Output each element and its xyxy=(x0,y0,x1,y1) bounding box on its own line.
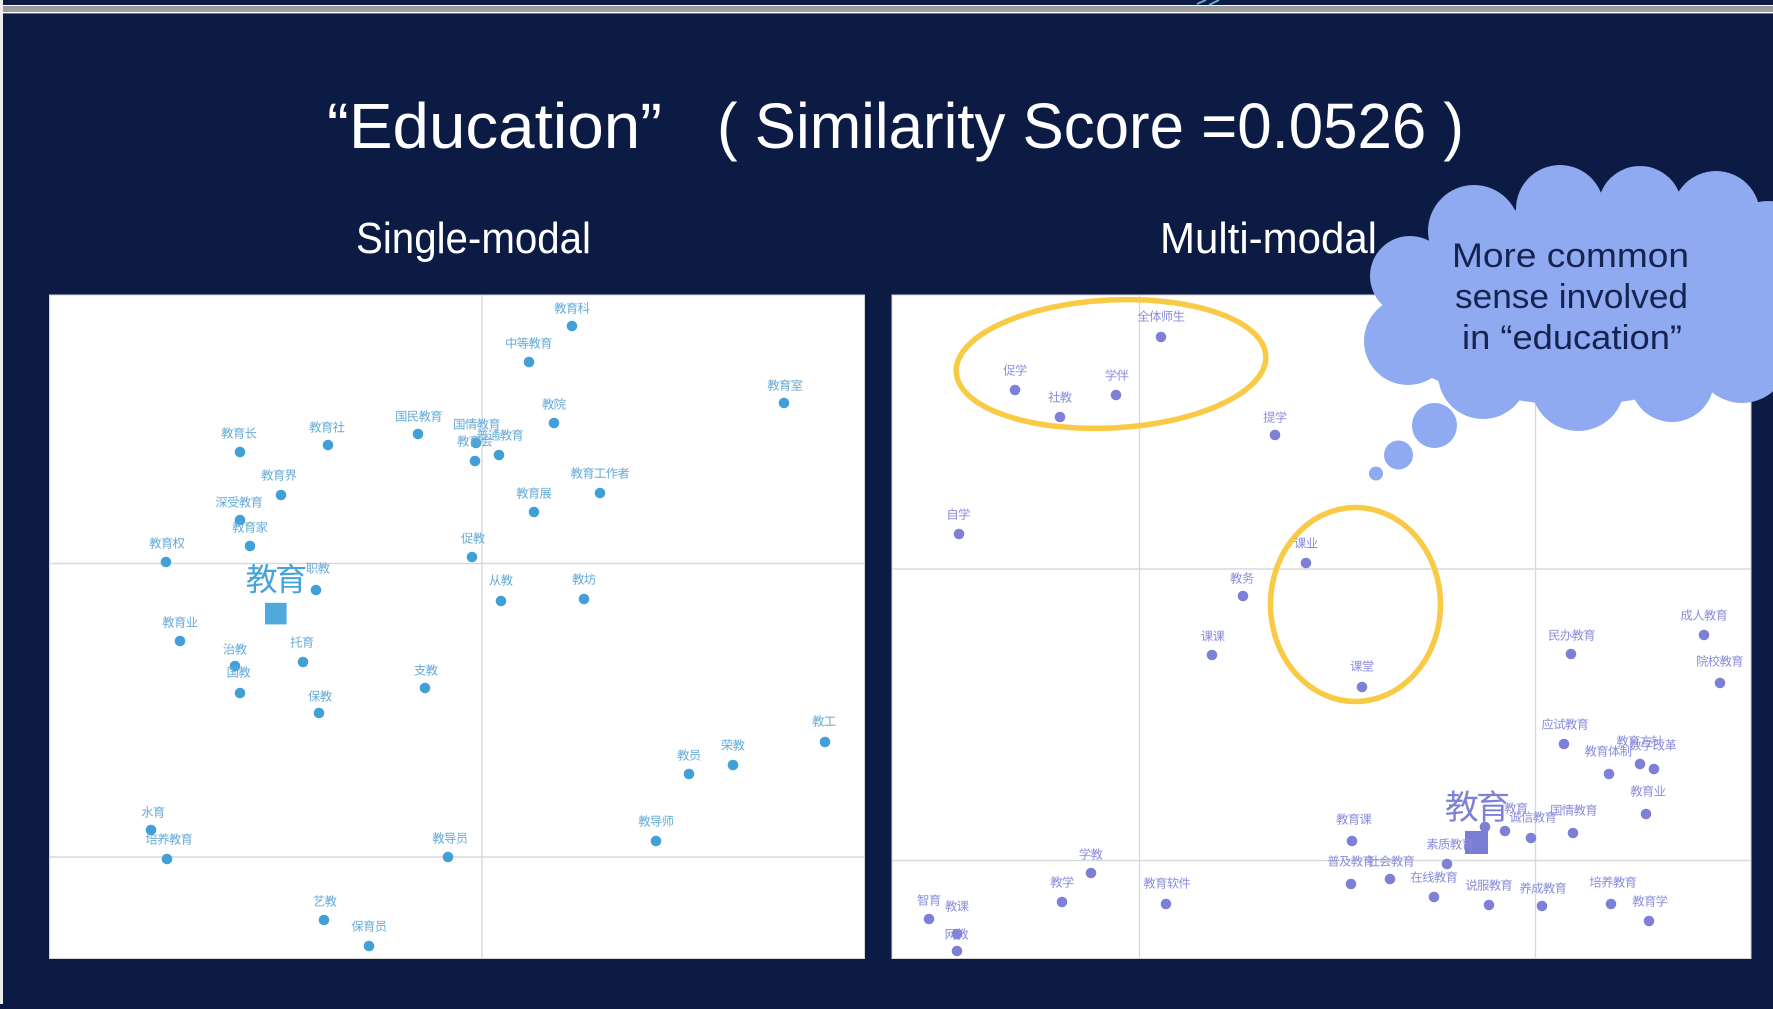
svg-text:sense involved: sense involved xyxy=(1455,278,1688,316)
svg-text:More common: More common xyxy=(1452,237,1689,275)
svg-text:( Similarity Score =0.0526 ): ( Similarity Score =0.0526 ) xyxy=(717,90,1464,162)
svg-text:Single-modal: Single-modal xyxy=(356,214,591,263)
svg-text:in “education”: in “education” xyxy=(1462,319,1682,357)
svg-text:“Education”: “Education” xyxy=(327,90,662,162)
svg-text:Multi-modal: Multi-modal xyxy=(1160,214,1377,263)
